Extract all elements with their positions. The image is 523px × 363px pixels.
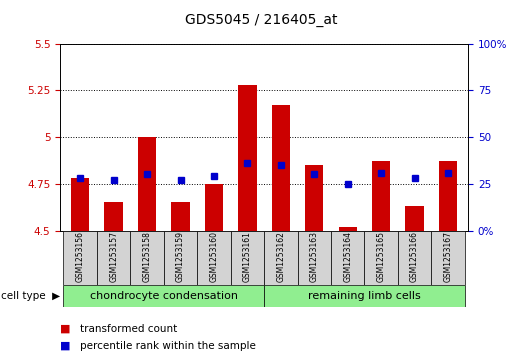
Bar	[172, 203, 190, 231]
Bar	[338, 227, 357, 231]
Bar	[372, 161, 390, 231]
Bar	[398, 231, 431, 285]
Bar	[71, 178, 89, 231]
Bar	[331, 231, 365, 285]
Bar	[365, 231, 398, 285]
Bar	[264, 231, 298, 285]
Text: GSM1253157: GSM1253157	[109, 231, 118, 282]
Bar	[105, 203, 123, 231]
Bar	[97, 231, 130, 285]
Bar	[271, 105, 290, 231]
Bar	[238, 85, 257, 231]
Bar	[264, 285, 465, 307]
Text: GDS5045 / 216405_at: GDS5045 / 216405_at	[185, 13, 338, 27]
Text: chondrocyte condensation: chondrocyte condensation	[90, 291, 238, 301]
Text: cell type  ▶: cell type ▶	[1, 291, 60, 301]
Bar	[405, 206, 424, 231]
Bar	[138, 137, 156, 231]
Bar	[298, 231, 331, 285]
Bar	[439, 161, 457, 231]
Text: GSM1253167: GSM1253167	[444, 231, 452, 282]
Text: GSM1253163: GSM1253163	[310, 231, 319, 282]
Text: percentile rank within the sample: percentile rank within the sample	[80, 340, 256, 351]
Text: ■: ■	[60, 323, 71, 334]
Text: GSM1253165: GSM1253165	[377, 231, 385, 282]
Text: GSM1253162: GSM1253162	[276, 231, 286, 282]
Bar	[231, 231, 264, 285]
Text: ■: ■	[60, 340, 71, 351]
Bar	[431, 231, 465, 285]
Text: GSM1253159: GSM1253159	[176, 231, 185, 282]
Text: transformed count: transformed count	[80, 323, 177, 334]
Bar	[63, 285, 264, 307]
Text: GSM1253161: GSM1253161	[243, 231, 252, 282]
Text: GSM1253156: GSM1253156	[76, 231, 85, 282]
Bar	[63, 231, 97, 285]
Bar	[130, 231, 164, 285]
Bar	[164, 231, 197, 285]
Bar	[197, 231, 231, 285]
Text: GSM1253164: GSM1253164	[343, 231, 352, 282]
Text: GSM1253166: GSM1253166	[410, 231, 419, 282]
Bar	[205, 184, 223, 231]
Text: GSM1253158: GSM1253158	[143, 231, 152, 282]
Text: GSM1253160: GSM1253160	[209, 231, 219, 282]
Text: remaining limb cells: remaining limb cells	[308, 291, 421, 301]
Bar	[305, 165, 323, 231]
